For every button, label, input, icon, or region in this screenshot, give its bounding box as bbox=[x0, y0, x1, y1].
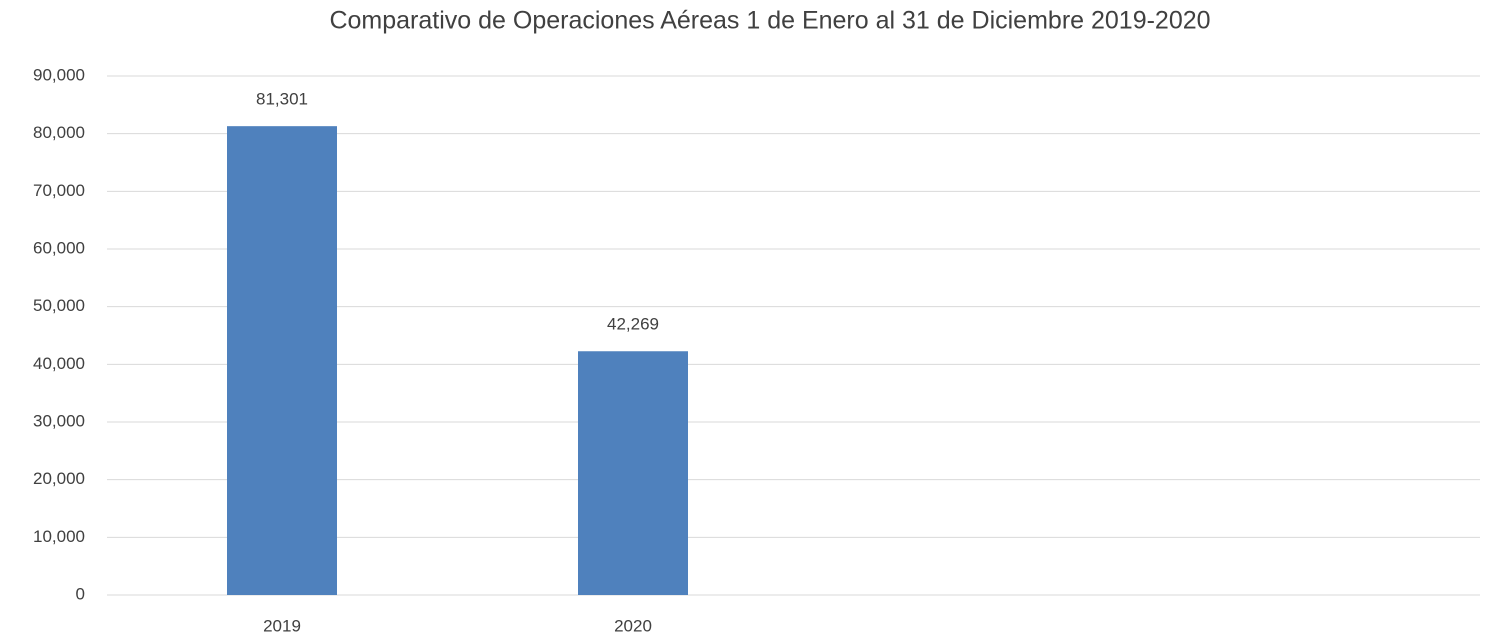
y-tick-label: 0 bbox=[76, 584, 85, 603]
x-tick-label: 2019 bbox=[263, 616, 301, 635]
y-tick-label: 40,000 bbox=[33, 354, 85, 373]
y-tick-label: 20,000 bbox=[33, 469, 85, 488]
y-tick-label: 80,000 bbox=[33, 123, 85, 142]
y-tick-label: 70,000 bbox=[33, 181, 85, 200]
y-tick-label: 90,000 bbox=[33, 65, 85, 84]
y-tick-label: 10,000 bbox=[33, 527, 85, 546]
y-tick-label: 50,000 bbox=[33, 296, 85, 315]
data-label: 81,301 bbox=[256, 90, 308, 109]
data-label: 42,269 bbox=[607, 315, 659, 334]
y-tick-label: 60,000 bbox=[33, 238, 85, 257]
chart-title: Comparativo de Operaciones Aéreas 1 de E… bbox=[329, 7, 1210, 35]
bar bbox=[227, 126, 337, 595]
x-tick-label: 2020 bbox=[614, 616, 652, 635]
y-tick-label: 30,000 bbox=[33, 411, 85, 430]
bar bbox=[578, 351, 688, 595]
